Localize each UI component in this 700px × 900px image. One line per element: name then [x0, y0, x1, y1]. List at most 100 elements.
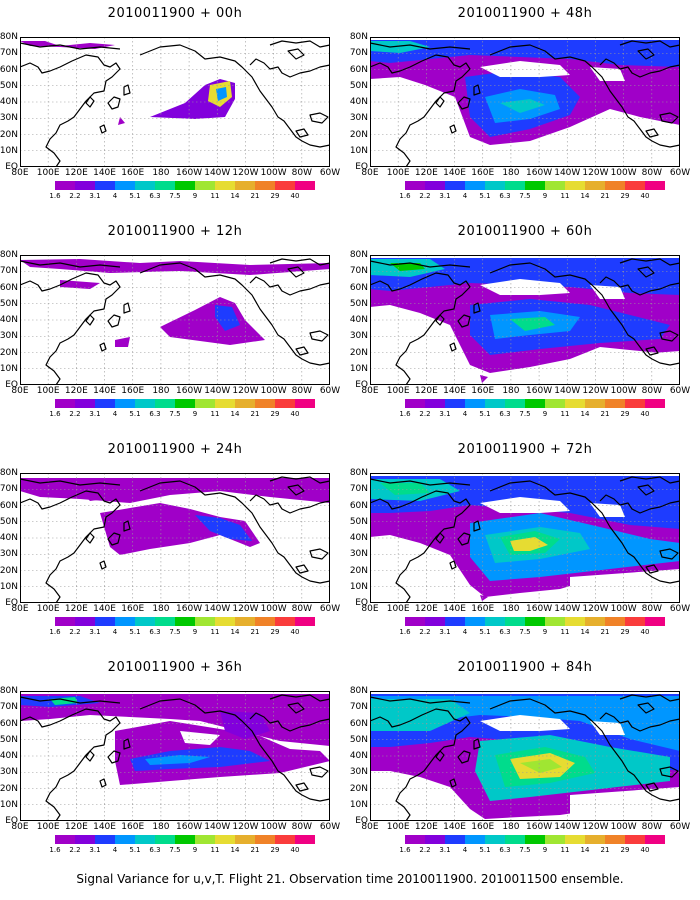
- below-threshold-area: [480, 497, 570, 513]
- colorbar: [55, 181, 315, 190]
- longitude-label: 120E: [64, 386, 88, 396]
- colorbar-swatch: [255, 617, 275, 626]
- longitude-label: 100E: [386, 822, 410, 832]
- colorbar-swatch: [255, 181, 275, 190]
- colorbar-swatch: [625, 835, 645, 844]
- colorbar-label: 29: [620, 628, 630, 636]
- colorbar-swatch: [445, 835, 465, 844]
- coastline: [457, 750, 471, 764]
- longitude-label: 180: [502, 822, 520, 832]
- coastline: [449, 124, 457, 134]
- colorbar-swatch: [75, 617, 95, 626]
- colorbar-swatch: [505, 181, 525, 190]
- colorbar-label: 4: [462, 192, 468, 200]
- colorbar-label: 7.5: [519, 410, 531, 418]
- latitude-label: 10N: [349, 363, 368, 374]
- colorbar-label: 7.5: [169, 628, 181, 636]
- colorbar-label: 3.1: [89, 846, 101, 854]
- colorbar-label: 6.3: [499, 846, 511, 854]
- variance-field: [160, 297, 265, 345]
- colorbar-swatch: [195, 835, 215, 844]
- latitude-label: 50N: [0, 516, 18, 527]
- colorbar-label: 21: [250, 410, 260, 418]
- colorbar-swatch: [55, 835, 75, 844]
- colorbar-label: 2.2: [419, 846, 431, 854]
- coastline: [435, 532, 445, 544]
- colorbar-swatch: [405, 835, 425, 844]
- colorbar-swatch: [445, 181, 465, 190]
- latitude-label: 50N: [0, 298, 18, 309]
- colorbar-label: 7.5: [169, 192, 181, 200]
- latitude-label: 70N: [349, 266, 368, 277]
- coastline: [489, 698, 680, 802]
- longitude-label: 100E: [36, 604, 60, 614]
- colorbar-swatch: [95, 181, 115, 190]
- coastline: [309, 112, 329, 124]
- colorbar-swatch: [505, 835, 525, 844]
- colorbar-label: 4: [112, 410, 118, 418]
- colorbar-swatch: [275, 617, 295, 626]
- colorbar-swatch: [645, 835, 665, 844]
- colorbar-label: 1.6: [399, 846, 411, 854]
- colorbar-label: 21: [250, 846, 260, 854]
- panel-title: 2010011900 + 72h: [457, 442, 593, 457]
- longitude-label: 100W: [260, 386, 287, 396]
- below-threshold-area: [370, 345, 470, 385]
- latitude-label: 50N: [349, 298, 368, 309]
- map-frame: [370, 255, 680, 385]
- longitude-label: 100E: [386, 168, 410, 178]
- longitude-label: 140W: [204, 604, 231, 614]
- longitude-label: 140E: [93, 822, 116, 832]
- colorbar: [405, 617, 665, 626]
- colorbar-swatch: [115, 835, 135, 844]
- below-threshold-area: [250, 501, 290, 513]
- longitude-label: 100W: [260, 604, 287, 614]
- map-plot: [20, 473, 330, 603]
- colorbar-swatch: [235, 181, 255, 190]
- coastline: [309, 548, 329, 560]
- coastline: [619, 40, 680, 48]
- longitude-label: 60W: [319, 386, 341, 396]
- below-threshold-area: [125, 781, 330, 821]
- longitude-label: 160W: [526, 822, 553, 832]
- longitude-label: 160W: [176, 386, 203, 396]
- longitude-label: 120E: [64, 822, 88, 832]
- coastline: [645, 782, 659, 792]
- longitude-label: 160E: [121, 604, 145, 614]
- below-threshold-area: [590, 503, 625, 517]
- coastline: [457, 314, 471, 328]
- colorbar-label: 5.1: [479, 410, 491, 418]
- coastline: [107, 314, 121, 328]
- colorbar: [55, 835, 315, 844]
- colorbar-swatch: [465, 399, 485, 408]
- below-threshold-area: [590, 67, 625, 81]
- colorbar-label: 11: [210, 410, 220, 418]
- colorbar-swatch: [625, 181, 645, 190]
- latitude-label: 50N: [349, 734, 368, 745]
- latitude-label: 60N: [349, 64, 368, 75]
- longitude-label: 180: [502, 386, 520, 396]
- colorbar-swatch: [485, 617, 505, 626]
- latitude-label: 80N: [0, 468, 18, 478]
- longitude-label: 140W: [554, 168, 581, 178]
- longitude-label: 60W: [319, 604, 341, 614]
- colorbar-swatch: [605, 399, 625, 408]
- latitude-label: 70N: [0, 702, 18, 713]
- longitude-label: 80E: [361, 604, 379, 614]
- latitude-label: 40N: [0, 533, 18, 543]
- colorbar-label: 21: [600, 628, 610, 636]
- longitude-label: 80W: [291, 386, 312, 396]
- coastline: [295, 128, 309, 138]
- latitude-label: EQ: [5, 380, 18, 390]
- coastline: [473, 302, 481, 314]
- longitude-label: 120W: [582, 822, 609, 832]
- coastline: [20, 260, 121, 268]
- latitude-label: 70N: [0, 48, 18, 59]
- map-plot: [20, 691, 330, 821]
- longitude-label: 180: [152, 168, 170, 178]
- coastline: [249, 494, 330, 514]
- coastline: [249, 58, 330, 78]
- colorbar-label: 40: [640, 628, 650, 636]
- colorbar-swatch: [585, 181, 605, 190]
- colorbar-label: 40: [640, 410, 650, 418]
